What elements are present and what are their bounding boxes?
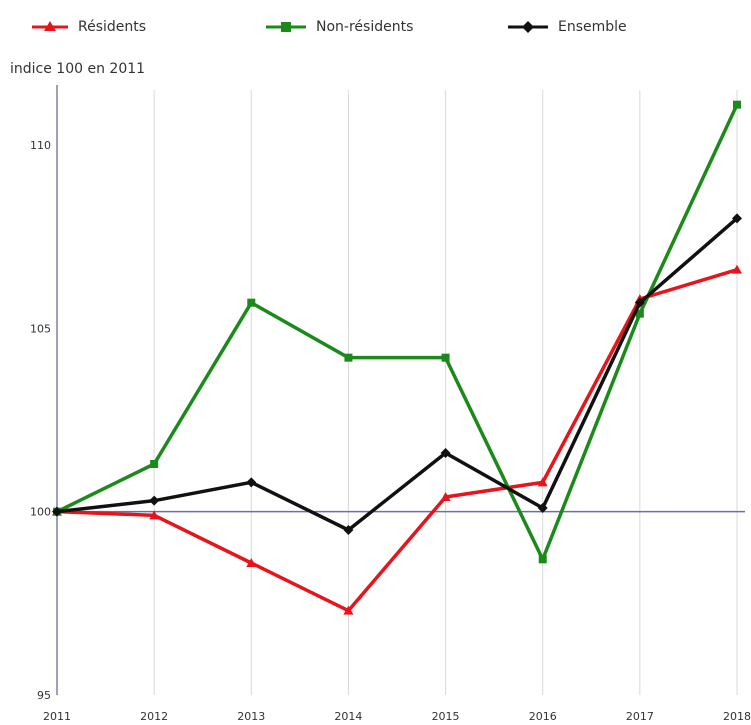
x-tick-label-2016: 2016 [529,710,557,723]
series-line-residents [55,267,739,613]
legend-label-residents: Résidents [78,19,147,35]
legend-label-ensemble: Ensemble [558,19,627,35]
point-non-residents-2016 [538,555,547,564]
point-ensemble-2016 [537,503,548,513]
series-line-non-residents [55,102,739,562]
y-axis-unit-label: indice 100 en 2011 [10,61,146,77]
x-tick-label-2011: 2011 [43,710,71,723]
point-non-residents-2012 [150,460,159,468]
legend-swatch-non-residents [266,22,306,32]
point-ensemble-2017 [634,297,645,308]
point-non-residents-2013 [247,298,256,307]
y-tick-label-100: 100 [30,506,51,519]
legend: Résidents Non-résidents Ensemble [0,14,751,40]
series-line-ensemble [55,216,739,532]
point-ensemble-2012 [149,495,160,506]
point-ensemble-2011 [52,506,62,517]
point-residents-2016 [537,477,548,487]
point-ensemble-2013 [246,477,257,488]
point-non-residents-2015 [441,353,450,362]
point-residents-2012 [149,510,160,520]
y-tick-label-95: 95 [37,689,51,702]
x-tick-label-2015: 2015 [432,710,460,723]
point-non-residents-2017 [635,309,644,318]
legend-swatch-residents [32,21,68,31]
point-ensemble-2015 [440,448,451,458]
x-tick-label-2018: 2018 [723,710,751,723]
legend-item-ensemble[interactable]: Ensemble [506,14,627,40]
legend-swatch-ensemble [508,21,548,33]
point-ensemble-2014 [343,525,354,535]
point-residents-2014 [343,605,354,615]
point-residents-2013 [246,558,257,567]
point-residents-2015 [440,492,451,501]
y-tick-label-110: 110 [30,139,51,152]
point-non-residents-2014 [344,353,353,362]
x-tick-label-2017: 2017 [626,710,654,723]
point-ensemble-2018 [732,213,742,224]
point-non-residents-2018 [733,100,741,109]
x-tick-label-2013: 2013 [237,710,265,723]
x-tick-label-2012: 2012 [140,710,168,723]
legend-item-residents[interactable]: Résidents [30,14,146,40]
legend-label-non-residents: Non-résidents [316,19,414,35]
legend-item-non-residents[interactable]: Non-résidents [264,14,413,40]
x-tick-label-2014: 2014 [334,710,362,723]
y-tick-label-105: 105 [30,322,51,335]
point-residents-2018 [732,264,742,274]
